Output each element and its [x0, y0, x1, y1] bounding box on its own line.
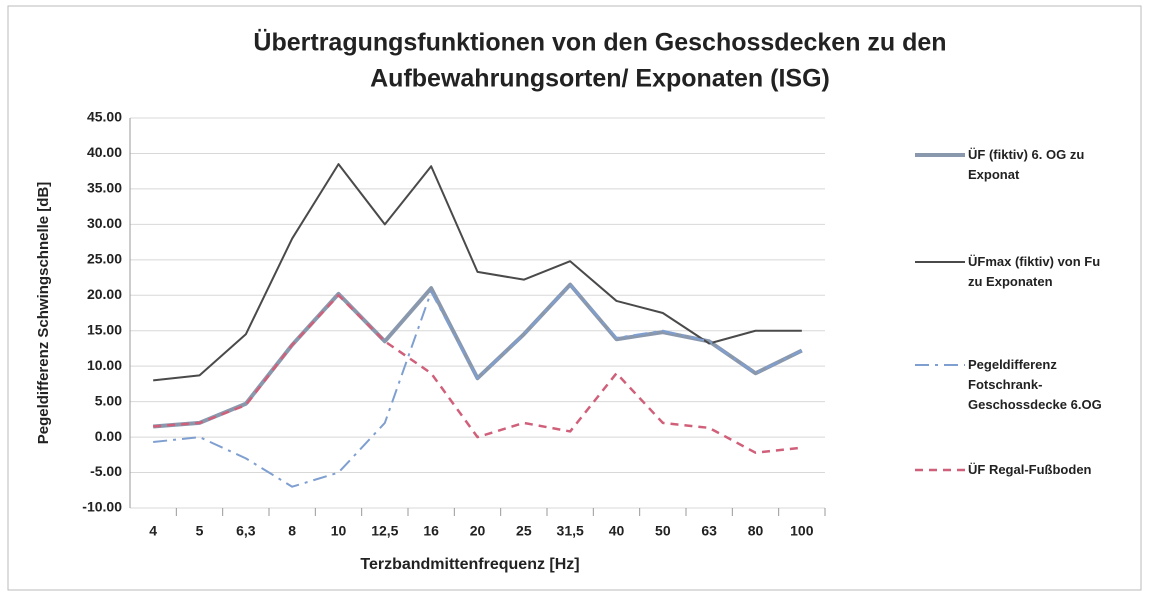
x-tick-label: 5: [196, 523, 204, 539]
x-tick-label: 100: [790, 523, 814, 539]
x-tick-label: 31,5: [557, 523, 584, 539]
x-tick-label: 16: [423, 523, 439, 539]
x-tick-label: 8: [288, 523, 296, 539]
x-tick-label: 20: [470, 523, 486, 539]
y-tick-label: 30.00: [87, 215, 122, 231]
series-line: [153, 282, 803, 429]
x-tick-label: 25: [516, 523, 532, 539]
series-line: [153, 283, 803, 488]
y-tick-label: -10.00: [82, 499, 122, 515]
x-tick-label: 40: [609, 523, 625, 539]
y-tick-label: 25.00: [87, 251, 122, 267]
x-tick-label: 80: [748, 523, 764, 539]
y-tick-label: 0.00: [95, 428, 122, 444]
chart-title: Aufbewahrungsorten/ Exponaten (ISG): [370, 65, 830, 93]
x-tick-label: 63: [701, 523, 717, 539]
x-axis-label: Terzbandmittenfrequenz [Hz]: [360, 556, 579, 573]
x-tick-label: 6,3: [236, 523, 256, 539]
x-tick-label: 12,5: [371, 523, 398, 539]
x-tick-label: 10: [331, 523, 347, 539]
series-line: [153, 294, 802, 454]
y-tick-label: 20.00: [87, 286, 122, 302]
frame: [7, 5, 1142, 591]
legend-label: ÜF Regal-Fußboden: [968, 462, 1092, 477]
y-tick-label: -5.00: [90, 463, 122, 479]
y-tick-label: 10.00: [87, 357, 122, 373]
chart-title: Übertragungsfunktionen von den Geschossd…: [253, 28, 946, 57]
y-axis-label: Pegeldifferenz Schwingschnelle [dB]: [35, 182, 52, 445]
legend-label: ÜFmax (fiktiv) von Fu zu Exponaten: [968, 254, 1101, 289]
x-tick-label: 4: [149, 523, 157, 539]
y-tick-label: 35.00: [87, 180, 122, 196]
y-tick-label: 15.00: [87, 321, 122, 337]
y-tick-label: 5.00: [95, 392, 122, 408]
legend-label: ÜF (fiktiv) 6. OG zu Exponat: [968, 147, 1085, 182]
y-tick-label: 40.00: [87, 144, 122, 160]
legend-label: Pegeldifferenz Fotschrank-Geschossdecke …: [968, 357, 1102, 412]
x-tick-label: 50: [655, 523, 671, 539]
series-line: [153, 163, 802, 382]
y-tick-label: 45.00: [87, 109, 122, 125]
